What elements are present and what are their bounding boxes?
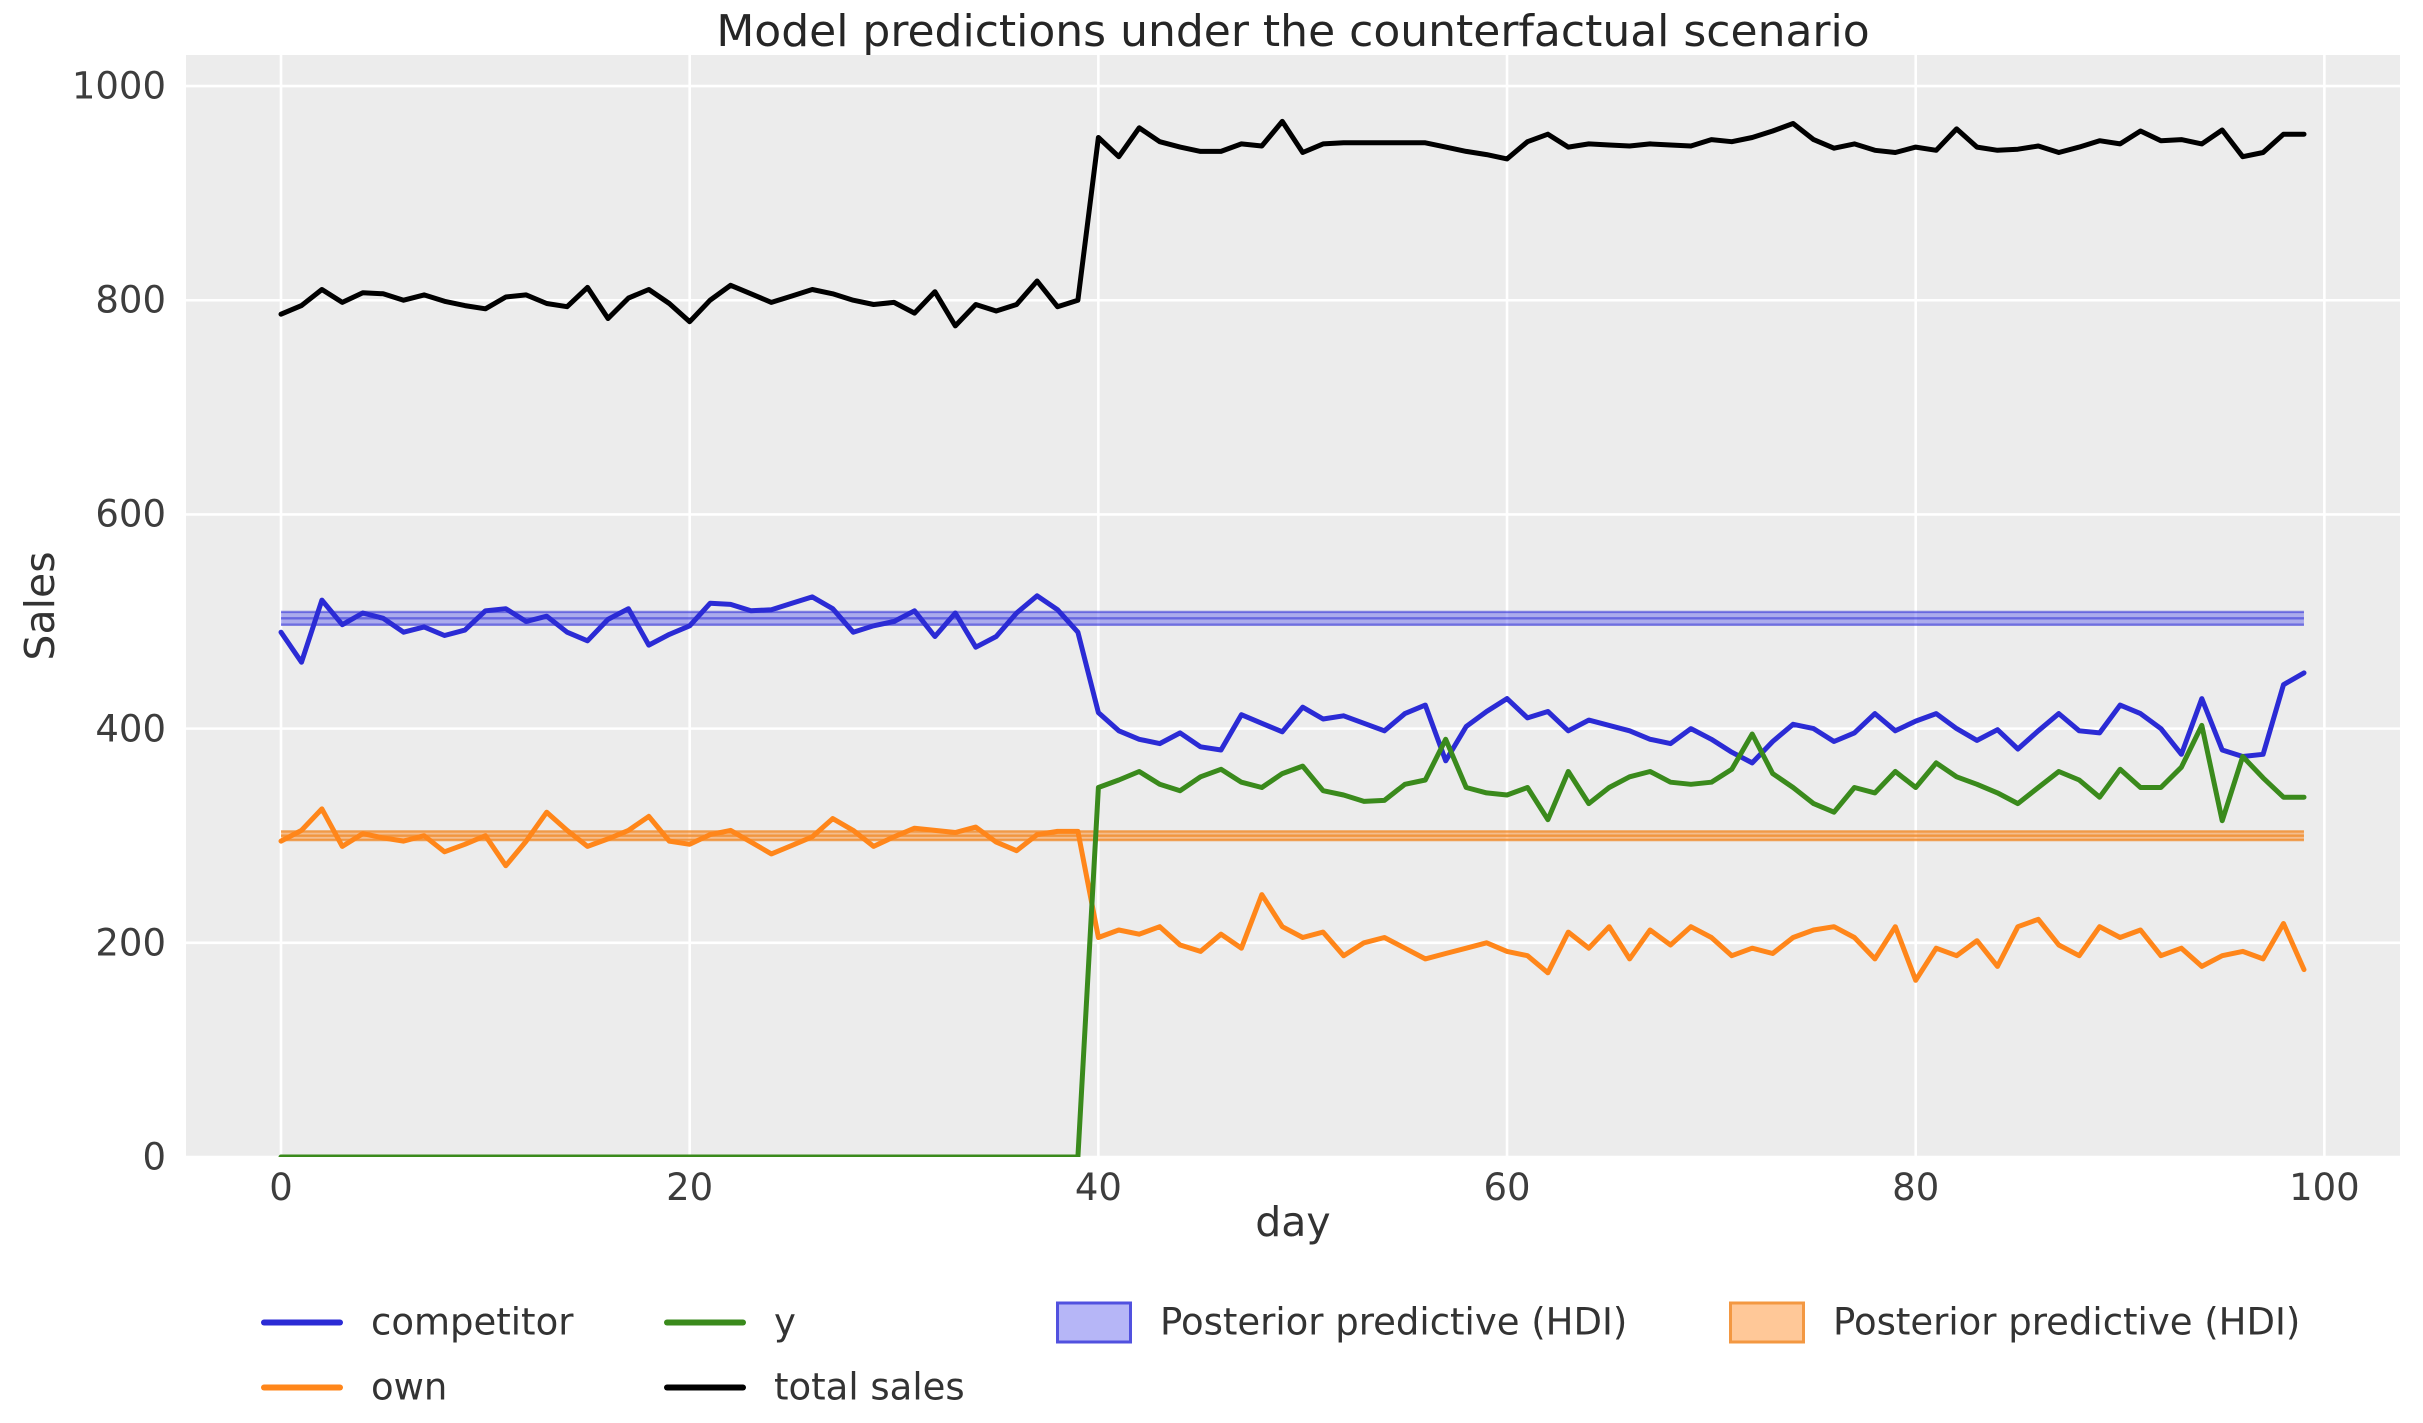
x-tick-label: 60	[1483, 1166, 1531, 1209]
x-tick-label: 0	[269, 1166, 293, 1209]
legend-item-posterior-predictive-hdi-competitor: Posterior predictive (HDI)	[1056, 1301, 1627, 1344]
hdi-orange-patch-swatch	[1729, 1301, 1805, 1343]
hdi-blue-patch-swatch	[1056, 1301, 1132, 1343]
x-tick-label: 20	[666, 1166, 714, 1209]
y-tick-label: 0	[142, 1135, 166, 1179]
y-tick-label: 1000	[71, 64, 166, 108]
y-line-swatch	[664, 1319, 746, 1325]
y-tick-label: 400	[95, 707, 166, 751]
chart-title: Model predictions under the counterfactu…	[716, 6, 1870, 57]
hdi-bands	[281, 610, 2304, 842]
own-line-swatch	[261, 1384, 343, 1390]
total-sales-line-swatch	[664, 1384, 746, 1390]
x-tick-label: 40	[1074, 1166, 1122, 1209]
plot-area	[186, 55, 2400, 1157]
legend-label: Posterior predictive (HDI)	[1833, 1300, 2301, 1344]
gridlines	[186, 55, 2400, 1159]
legend-item-y: y	[664, 1301, 796, 1344]
y-tick-label: 200	[95, 921, 166, 965]
y-line	[278, 722, 2307, 1157]
legend-label: own	[371, 1365, 448, 1409]
legend-item-own: own	[261, 1366, 447, 1409]
y-tick-label: 600	[95, 492, 166, 536]
x-axis-label: day	[1255, 1198, 1331, 1246]
legend-label: y	[774, 1300, 796, 1344]
x-tick-label: 80	[1892, 1166, 1940, 1209]
total-sales-line	[278, 118, 2307, 329]
competitor-line	[278, 593, 2307, 766]
legend-item-total-sales: total sales	[664, 1366, 965, 1409]
series-lines	[278, 118, 2307, 1157]
legend-label: Posterior predictive (HDI)	[1160, 1300, 1628, 1344]
own-line	[278, 806, 2307, 983]
y-axis-label: Sales	[16, 551, 64, 661]
competitor-line-swatch	[261, 1319, 343, 1325]
legend-item-competitor: competitor	[261, 1301, 573, 1344]
y-tick-label: 800	[95, 278, 166, 322]
x-tick-label: 100	[2289, 1166, 2360, 1209]
legend-label: competitor	[371, 1300, 574, 1344]
legend-label: total sales	[774, 1365, 965, 1409]
legend-item-posterior-predictive-hdi-own: Posterior predictive (HDI)	[1729, 1301, 2300, 1344]
